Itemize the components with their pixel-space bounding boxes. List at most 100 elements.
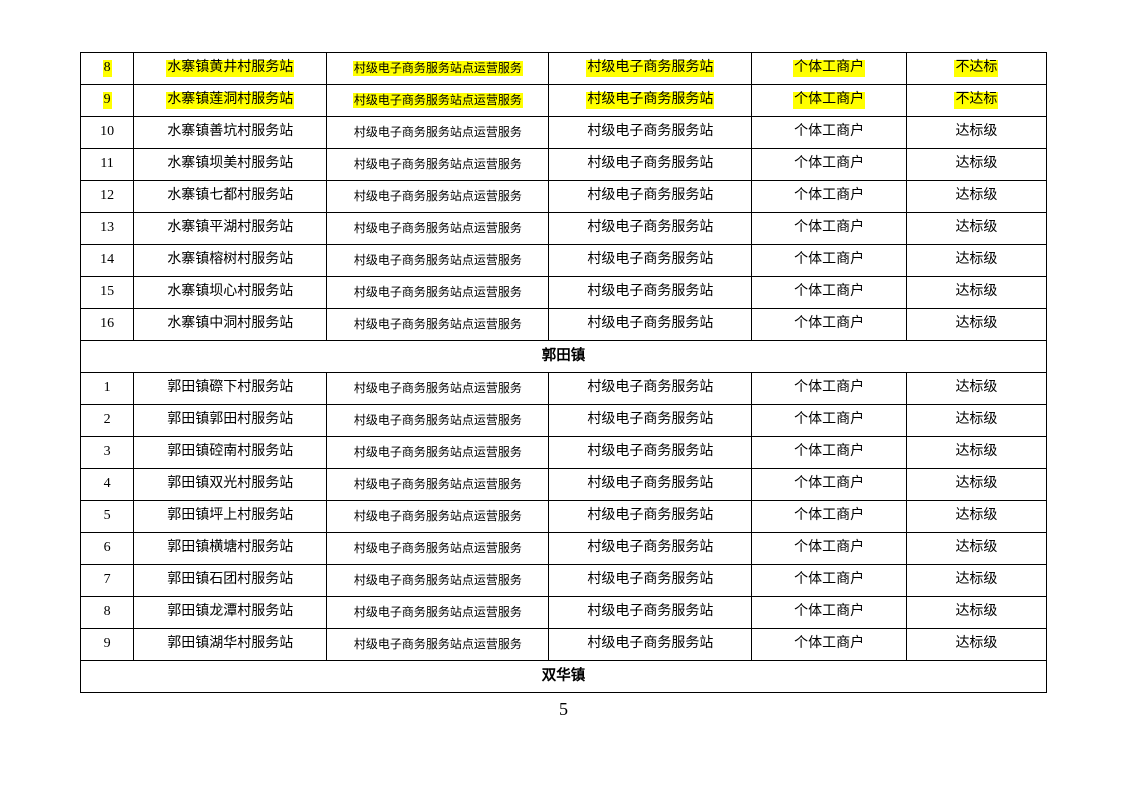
station-name-cell: 水寨镇坝心村服务站 (134, 277, 327, 309)
grade-cell: 达标级 (906, 469, 1046, 501)
type-cell: 村级电子商务服务站 (549, 245, 752, 277)
index-cell: 4 (81, 469, 134, 501)
table-row: 10水寨镇善坑村服务站村级电子商务服务站点运营服务村级电子商务服务站个体工商户达… (81, 117, 1047, 149)
section-header-cell: 郭田镇 (81, 341, 1047, 373)
table-row: 7郭田镇石团村服务站村级电子商务服务站点运营服务村级电子商务服务站个体工商户达标… (81, 565, 1047, 597)
business-cell: 个体工商户 (752, 469, 907, 501)
station-name-cell: 郭田镇湖华村服务站 (134, 629, 327, 661)
station-name-cell: 水寨镇平湖村服务站 (134, 213, 327, 245)
grade-cell: 达标级 (906, 309, 1046, 341)
index-cell: 9 (81, 629, 134, 661)
index-cell: 12 (81, 181, 134, 213)
index-cell: 6 (81, 533, 134, 565)
business-cell: 个体工商户 (752, 245, 907, 277)
grade-cell: 达标级 (906, 597, 1046, 629)
service-cell: 村级电子商务服务站点运营服务 (327, 117, 549, 149)
index-cell: 14 (81, 245, 134, 277)
type-cell: 村级电子商务服务站 (549, 309, 752, 341)
station-name-cell: 水寨镇坝美村服务站 (134, 149, 327, 181)
grade-cell: 达标级 (906, 181, 1046, 213)
index-cell: 3 (81, 437, 134, 469)
station-name-cell: 郭田镇双光村服务站 (134, 469, 327, 501)
grade-cell: 达标级 (906, 501, 1046, 533)
table-row: 8水寨镇黄井村服务站村级电子商务服务站点运营服务村级电子商务服务站个体工商户不达… (81, 53, 1047, 85)
type-cell: 村级电子商务服务站 (549, 213, 752, 245)
index-cell: 5 (81, 501, 134, 533)
type-cell: 村级电子商务服务站 (549, 373, 752, 405)
index-cell: 10 (81, 117, 134, 149)
grade-cell: 不达标 (906, 53, 1046, 85)
grade-cell: 达标级 (906, 245, 1046, 277)
section-header-row: 双华镇 (81, 661, 1047, 693)
business-cell: 个体工商户 (752, 181, 907, 213)
index-cell: 11 (81, 149, 134, 181)
service-cell: 村级电子商务服务站点运营服务 (327, 53, 549, 85)
table-row: 12水寨镇七都村服务站村级电子商务服务站点运营服务村级电子商务服务站个体工商户达… (81, 181, 1047, 213)
grade-cell: 达标级 (906, 533, 1046, 565)
business-cell: 个体工商户 (752, 373, 907, 405)
type-cell: 村级电子商务服务站 (549, 469, 752, 501)
grade-cell: 达标级 (906, 437, 1046, 469)
service-cell: 村级电子商务服务站点运营服务 (327, 181, 549, 213)
index-cell: 2 (81, 405, 134, 437)
service-cell: 村级电子商务服务站点运营服务 (327, 469, 549, 501)
service-cell: 村级电子商务服务站点运营服务 (327, 501, 549, 533)
grade-cell: 达标级 (906, 117, 1046, 149)
grade-cell: 达标级 (906, 149, 1046, 181)
index-cell: 7 (81, 565, 134, 597)
index-cell: 9 (81, 85, 134, 117)
table-row: 5郭田镇坪上村服务站村级电子商务服务站点运营服务村级电子商务服务站个体工商户达标… (81, 501, 1047, 533)
type-cell: 村级电子商务服务站 (549, 85, 752, 117)
business-cell: 个体工商户 (752, 277, 907, 309)
station-name-cell: 水寨镇黄井村服务站 (134, 53, 327, 85)
station-name-cell: 郭田镇郭田村服务站 (134, 405, 327, 437)
type-cell: 村级电子商务服务站 (549, 533, 752, 565)
station-name-cell: 水寨镇七都村服务站 (134, 181, 327, 213)
service-cell: 村级电子商务服务站点运营服务 (327, 565, 549, 597)
business-cell: 个体工商户 (752, 309, 907, 341)
section-header-cell: 双华镇 (81, 661, 1047, 693)
table-row: 8郭田镇龙潭村服务站村级电子商务服务站点运营服务村级电子商务服务站个体工商户达标… (81, 597, 1047, 629)
service-cell: 村级电子商务服务站点运营服务 (327, 629, 549, 661)
type-cell: 村级电子商务服务站 (549, 181, 752, 213)
service-cell: 村级电子商务服务站点运营服务 (327, 597, 549, 629)
index-cell: 16 (81, 309, 134, 341)
service-cell: 村级电子商务服务站点运营服务 (327, 149, 549, 181)
table-row: 3郭田镇硿南村服务站村级电子商务服务站点运营服务村级电子商务服务站个体工商户达标… (81, 437, 1047, 469)
type-cell: 村级电子商务服务站 (549, 117, 752, 149)
business-cell: 个体工商户 (752, 597, 907, 629)
grade-cell: 达标级 (906, 405, 1046, 437)
document-page: 8水寨镇黄井村服务站村级电子商务服务站点运营服务村级电子商务服务站个体工商户不达… (0, 0, 1123, 740)
business-cell: 个体工商户 (752, 405, 907, 437)
type-cell: 村级电子商务服务站 (549, 437, 752, 469)
station-name-cell: 水寨镇善坑村服务站 (134, 117, 327, 149)
table-row: 4郭田镇双光村服务站村级电子商务服务站点运营服务村级电子商务服务站个体工商户达标… (81, 469, 1047, 501)
business-cell: 个体工商户 (752, 501, 907, 533)
service-cell: 村级电子商务服务站点运营服务 (327, 533, 549, 565)
business-cell: 个体工商户 (752, 53, 907, 85)
grade-cell: 达标级 (906, 277, 1046, 309)
table-row: 9郭田镇湖华村服务站村级电子商务服务站点运营服务村级电子商务服务站个体工商户达标… (81, 629, 1047, 661)
station-name-cell: 郭田镇石团村服务站 (134, 565, 327, 597)
station-name-cell: 水寨镇榕树村服务站 (134, 245, 327, 277)
table-row: 9水寨镇莲洞村服务站村级电子商务服务站点运营服务村级电子商务服务站个体工商户不达… (81, 85, 1047, 117)
service-cell: 村级电子商务服务站点运营服务 (327, 437, 549, 469)
index-cell: 1 (81, 373, 134, 405)
table-row: 13水寨镇平湖村服务站村级电子商务服务站点运营服务村级电子商务服务站个体工商户达… (81, 213, 1047, 245)
table-row: 15水寨镇坝心村服务站村级电子商务服务站点运营服务村级电子商务服务站个体工商户达… (81, 277, 1047, 309)
business-cell: 个体工商户 (752, 85, 907, 117)
station-name-cell: 水寨镇莲洞村服务站 (134, 85, 327, 117)
service-cell: 村级电子商务服务站点运营服务 (327, 309, 549, 341)
table-row: 1郭田镇磜下村服务站村级电子商务服务站点运营服务村级电子商务服务站个体工商户达标… (81, 373, 1047, 405)
table-row: 11水寨镇坝美村服务站村级电子商务服务站点运营服务村级电子商务服务站个体工商户达… (81, 149, 1047, 181)
table-row: 14水寨镇榕树村服务站村级电子商务服务站点运营服务村级电子商务服务站个体工商户达… (81, 245, 1047, 277)
table-row: 2郭田镇郭田村服务站村级电子商务服务站点运营服务村级电子商务服务站个体工商户达标… (81, 405, 1047, 437)
station-name-cell: 郭田镇横塘村服务站 (134, 533, 327, 565)
business-cell: 个体工商户 (752, 533, 907, 565)
page-number: 5 (80, 699, 1047, 720)
table-row: 6郭田镇横塘村服务站村级电子商务服务站点运营服务村级电子商务服务站个体工商户达标… (81, 533, 1047, 565)
station-name-cell: 水寨镇中洞村服务站 (134, 309, 327, 341)
station-name-cell: 郭田镇坪上村服务站 (134, 501, 327, 533)
station-name-cell: 郭田镇硿南村服务站 (134, 437, 327, 469)
service-cell: 村级电子商务服务站点运营服务 (327, 277, 549, 309)
